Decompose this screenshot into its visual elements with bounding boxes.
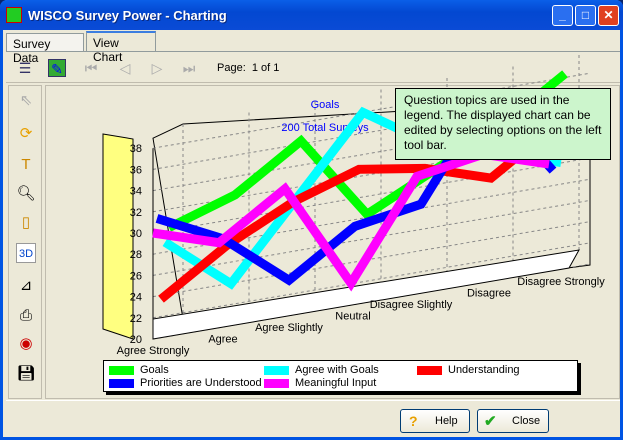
- gridline: [152, 157, 591, 234]
- close-button[interactable]: ✔ Close: [477, 409, 549, 433]
- x-tick-label: Disagree: [467, 288, 511, 300]
- legend-label: Meaningful Input: [295, 377, 377, 389]
- print-icon[interactable]: ⎙: [19, 307, 32, 324]
- y-tick-label: 28: [130, 249, 142, 261]
- last-page-icon[interactable]: ⏭: [182, 60, 196, 76]
- gridline: [152, 72, 591, 149]
- legend-swatch: [417, 366, 442, 375]
- x-tick-label: Agree Strongly: [117, 345, 190, 357]
- legend-label: Priorities are Understood: [140, 377, 262, 389]
- pointer-icon[interactable]: ⇖: [19, 92, 33, 109]
- y-tick-label: 30: [130, 228, 142, 240]
- gridline: [152, 93, 591, 170]
- page-icon[interactable]: ▯: [21, 214, 31, 231]
- x-tick-label: Disagree Slightly: [370, 299, 453, 311]
- prev-page-icon[interactable]: ◁: [119, 60, 131, 76]
- x-tick-label: Agree Slightly: [255, 322, 323, 334]
- chart-title: Goals: [311, 99, 340, 111]
- help-button[interactable]: ? Help: [400, 409, 470, 433]
- left-toolbar: ⇖ ⟳ T 🔍︎ ▯ 3D ⊿ ⎙ ◉ 💾︎: [8, 85, 42, 399]
- close-label: Close: [512, 415, 541, 427]
- top-toolbar: ☰ ✎ ⏮ ◁ ▷ ⏭ Page: 1 of 1: [6, 51, 620, 83]
- axis-icon[interactable]: ⊿: [19, 277, 33, 294]
- x-tick-label: Agree: [208, 334, 237, 346]
- app-icon: [6, 7, 22, 23]
- legend-label: Understanding: [448, 364, 520, 376]
- list-icon[interactable]: ☰: [18, 60, 32, 76]
- y-axis-wall: [102, 133, 134, 340]
- legend-swatch: [264, 379, 289, 388]
- gridline: [152, 242, 591, 319]
- page-indicator: Page: 1 of 1: [217, 62, 279, 74]
- edit-chart-icon[interactable]: ✎: [48, 59, 66, 77]
- checkmark-icon: ✔: [484, 413, 497, 430]
- y-tick-label: 26: [130, 270, 142, 282]
- x-tick-label: Disagree Strongly: [517, 276, 605, 288]
- chart-svg: 20 22 24 26 28 30 32 34 36 38 Agree Strongly Agree A…: [102, 55, 605, 357]
- zoom-icon[interactable]: 🔍︎: [16, 185, 36, 202]
- page-label: Page:: [217, 62, 246, 74]
- help-tooltip: Question topics are used in the legend. …: [395, 88, 611, 160]
- legend: Goals Agree with Goals Understanding Priori…: [103, 360, 578, 392]
- text-icon[interactable]: T: [21, 156, 31, 173]
- maximize-button[interactable]: □: [575, 5, 596, 26]
- legend-label: Goals: [140, 364, 169, 376]
- y-tick-label: 24: [130, 292, 142, 304]
- tab-view-chart[interactable]: View Chart: [86, 31, 156, 64]
- y-tick-label: 38: [130, 143, 142, 155]
- first-page-icon[interactable]: ⏮: [84, 60, 98, 76]
- y-tick-label: 34: [130, 186, 142, 198]
- save-icon[interactable]: 💾︎: [16, 365, 36, 382]
- help-label: Help: [435, 415, 458, 427]
- color-icon[interactable]: ◉: [19, 335, 33, 352]
- legend-swatch: [264, 366, 289, 375]
- y-tick-label: 22: [130, 313, 142, 325]
- legend-label: Agree with Goals: [295, 364, 379, 376]
- 3d-icon[interactable]: 3D: [16, 243, 36, 263]
- next-page-icon[interactable]: ▷: [151, 60, 163, 76]
- x-tick-label: Neutral: [335, 311, 370, 323]
- tab-survey-data[interactable]: Survey Data: [6, 33, 84, 65]
- y-tick-label: 32: [130, 207, 142, 219]
- gridline: [152, 199, 591, 276]
- minimize-button[interactable]: _: [552, 5, 573, 26]
- page-value: 1 of 1: [251, 62, 280, 74]
- title-bar: WISCO Survey Power - Charting _ □ ✕: [0, 0, 623, 30]
- legend-swatch: [109, 379, 134, 388]
- close-window-button[interactable]: ✕: [598, 5, 619, 26]
- y-tick-label: 36: [130, 164, 142, 176]
- legend-swatch: [109, 366, 134, 375]
- gridline: [152, 115, 591, 192]
- rotate-icon[interactable]: ⟳: [19, 125, 33, 142]
- help-icon: ?: [409, 413, 418, 429]
- y-tick-label: 20: [130, 334, 142, 346]
- chart-area: [45, 85, 620, 399]
- window-title: WISCO Survey Power - Charting: [28, 8, 227, 23]
